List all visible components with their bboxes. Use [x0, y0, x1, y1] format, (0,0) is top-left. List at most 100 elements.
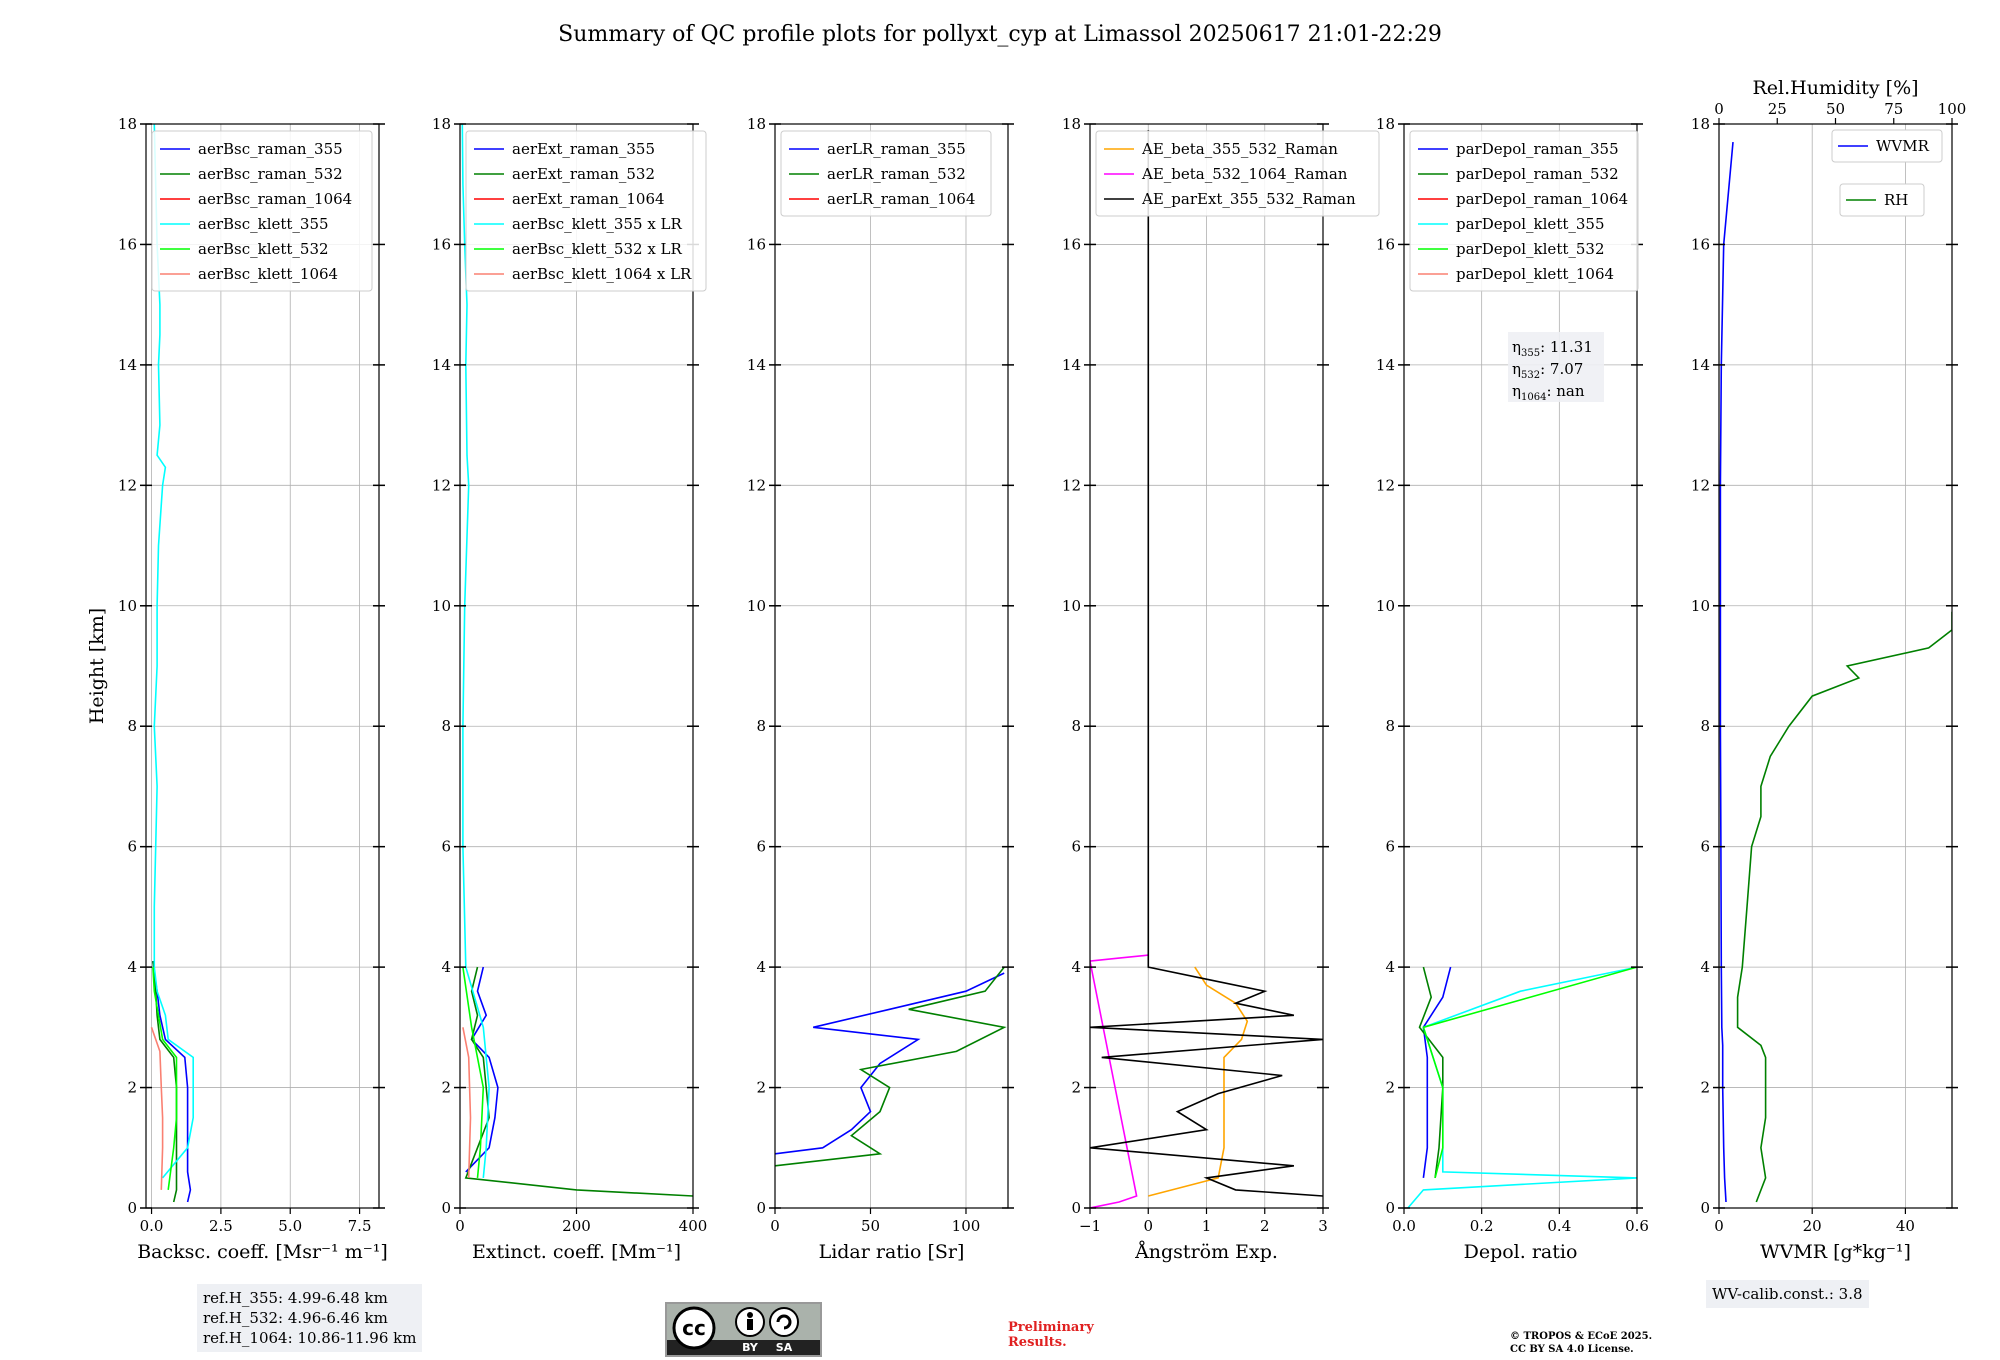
x-axis-label: Backsc. coeff. [Msr⁻¹ m⁻¹] [137, 1241, 388, 1263]
y-tick-label: 14 [118, 356, 137, 374]
legend-box [780, 130, 992, 217]
x-axis-label: Lidar ratio [Sr] [819, 1241, 965, 1263]
copyright-note: © TROPOS & ECoE 2025. CC BY SA 4.0 Licen… [1510, 1330, 1652, 1356]
y-tick-label: 18 [747, 115, 766, 133]
y-tick-label: 18 [1691, 115, 1710, 133]
y-tick-label: 10 [432, 597, 451, 615]
y-tick-label: 14 [1376, 356, 1395, 374]
x2-tick-label: 75 [1884, 100, 1903, 118]
y-tick-label: 4 [1700, 958, 1710, 976]
y-tick-label: 12 [1376, 476, 1395, 494]
y-tick-label: 16 [432, 235, 451, 253]
series-line-aerBsc_klett_1064 x LR [462, 1027, 472, 1178]
y-tick-label: 2 [1385, 1079, 1395, 1097]
ref-height-1064: ref.H_1064: 10.86-11.96 km [203, 1329, 417, 1347]
legend-label: parDepol_raman_355 [1456, 140, 1619, 158]
y-tick-label: 12 [118, 476, 137, 494]
y-tick-label: 0 [756, 1199, 766, 1217]
legend-label: aerLR_raman_355 [827, 140, 966, 158]
legend-label: parDepol_klett_355 [1456, 215, 1605, 233]
legend-label: WVMR [1876, 137, 1930, 155]
y-tick-label: 2 [441, 1079, 451, 1097]
y-tick-label: 14 [1062, 356, 1081, 374]
y-tick-label: 14 [747, 356, 766, 374]
x-tick-label: 100 [952, 1217, 981, 1235]
cc-by-label: BY [742, 1341, 759, 1354]
ref-height-532: ref.H_532: 4.96-6.46 km [203, 1309, 388, 1327]
legend-label: aerBsc_klett_532 x LR [512, 240, 683, 258]
panel-bsc: 0 2 4 6 8 10 12 14 16 18 0.0 2.5 5.0 7.5 Backsc. coeff… [118, 115, 388, 1263]
x-tick-label: 7.5 [348, 1217, 372, 1235]
y-tick-label: 4 [756, 958, 766, 976]
x-tick-label: 0 [455, 1217, 465, 1235]
axes-frame [774, 123, 1009, 1209]
panel-ext: 0 2 4 6 8 10 12 14 16 18 0 200 400 Extinct. coeff. [M… [432, 115, 707, 1263]
legend-label: parDepol_raman_1064 [1456, 190, 1628, 208]
y-tick-label: 6 [441, 838, 451, 856]
x-axis-label: WVMR [g*kg⁻¹] [1760, 1241, 1911, 1263]
legend-box [151, 130, 373, 292]
y-tick-label: 6 [1700, 838, 1710, 856]
x-tick-label: 2 [1260, 1217, 1270, 1235]
y-tick-label: 16 [1376, 235, 1395, 253]
legend-label: aerBsc_raman_532 [198, 165, 343, 183]
copyright-line-2: CC BY SA 4.0 License. [1510, 1344, 1634, 1355]
y-tick-label: 18 [1376, 115, 1395, 133]
x2-tick-label: 25 [1768, 100, 1787, 118]
legend-box [1839, 183, 1925, 217]
y-tick-label: 0 [441, 1199, 451, 1217]
legend-label: aerBsc_klett_1064 x LR [512, 265, 692, 283]
y-tick-label: 0 [127, 1199, 137, 1217]
y-tick-label: 8 [756, 717, 766, 735]
cc-badge-graphic: cc BY SA [667, 1304, 820, 1354]
series-line-aerBsc_klett_355 [153, 124, 194, 1179]
eta-box [1508, 332, 1604, 402]
cc-license-badge: cc BY SA [665, 1302, 822, 1357]
series-line-WVMR [1719, 142, 1734, 1203]
y-tick-label: 2 [1700, 1079, 1710, 1097]
axes-frame [1718, 123, 1953, 1209]
x2-tick-label: 50 [1826, 100, 1845, 118]
preliminary-line-1: Preliminary [1008, 1320, 1094, 1335]
y-tick-label: 18 [118, 115, 137, 133]
series-line-AE_beta_532_1064_Raman [1090, 954, 1149, 1208]
eta-annotation: η532: 7.07 [1512, 360, 1583, 381]
x-tick-label: −1 [1079, 1217, 1101, 1235]
y-tick-label: 0 [1071, 1199, 1081, 1217]
x-tick-label: 200 [562, 1217, 591, 1235]
cc-sa-label: SA [776, 1341, 793, 1354]
y-axis-label: Height [km] [86, 608, 108, 724]
y-tick-label: 10 [118, 597, 137, 615]
legend-box [1831, 129, 1943, 163]
y-tick-label: 6 [1385, 838, 1395, 856]
legend-label: aerBsc_klett_532 [198, 240, 329, 258]
legend-label: aerExt_raman_355 [512, 140, 655, 158]
reference-height-box: ref.H_355: 4.99-6.48 km ref.H_532: 4.96-… [197, 1284, 423, 1352]
y-tick-label: 4 [441, 958, 451, 976]
y-tick-label: 16 [118, 235, 137, 253]
y-tick-label: 10 [1062, 597, 1081, 615]
x-tick-label: 50 [861, 1217, 880, 1235]
legend-box [1095, 130, 1380, 217]
y-tick-label: 8 [1385, 717, 1395, 735]
x2-tick-label: 100 [1938, 100, 1967, 118]
x-axis-label: Depol. ratio [1464, 1241, 1578, 1263]
y-tick-label: 8 [441, 717, 451, 735]
legend-label: RH [1884, 191, 1908, 209]
legend-label: aerBsc_klett_1064 [198, 265, 338, 283]
x-tick-label: 0.0 [1392, 1217, 1416, 1235]
x-tick-label: 20 [1803, 1217, 1822, 1235]
legend-label: aerBsc_raman_1064 [198, 190, 352, 208]
y-tick-label: 10 [747, 597, 766, 615]
legend-label: aerLR_raman_532 [827, 165, 966, 183]
y-tick-label: 14 [1691, 356, 1710, 374]
series-line-RH [1736, 611, 1952, 1203]
y-tick-label: 0 [1385, 1199, 1395, 1217]
y-tick-label: 8 [127, 717, 137, 735]
x-tick-label: 0.0 [140, 1217, 164, 1235]
y-tick-label: 4 [1385, 958, 1395, 976]
